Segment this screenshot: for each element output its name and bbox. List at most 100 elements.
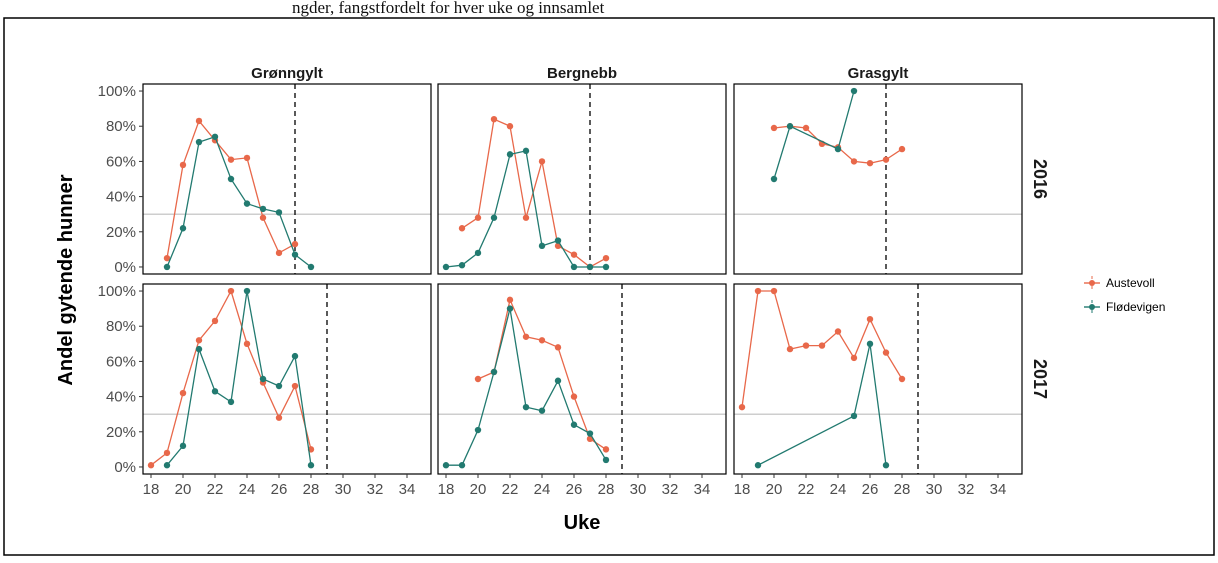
data-point-flødevigen <box>554 237 562 244</box>
data-point-flødevigen <box>291 251 299 258</box>
panels-layer: 0% 20% 40% 60% 80% 100% Grønngylt Bergnebb Grasg… <box>98 65 1050 498</box>
x-tick-label: 22 <box>798 481 815 498</box>
x-tick-label: 32 <box>958 481 975 498</box>
data-point-austevoll <box>474 375 482 383</box>
data-point-flødevigen <box>490 368 498 376</box>
x-tick-label: 30 <box>630 481 647 498</box>
y-tick-label: 60% <box>106 353 136 370</box>
data-point-flødevigen <box>754 462 762 469</box>
panel-background <box>143 284 431 474</box>
data-point-flødevigen <box>243 287 251 295</box>
x-tick-label: 34 <box>399 481 416 498</box>
data-point-austevoll <box>522 333 530 340</box>
data-point-flødevigen <box>506 305 514 312</box>
y-tick-label: 80% <box>106 118 136 135</box>
x-tick-label: 26 <box>862 481 879 498</box>
data-point-flødevigen <box>179 225 187 232</box>
data-point-austevoll <box>163 449 171 457</box>
legend-entry-flødevigen: Flødevigen <box>1084 300 1165 314</box>
data-point-austevoll <box>291 382 299 390</box>
data-point-flødevigen <box>275 209 283 216</box>
data-point-flødevigen <box>474 249 482 257</box>
facet-row-label: 2016 <box>1030 159 1050 199</box>
x-tick-label: 22 <box>502 481 519 498</box>
data-point-flødevigen <box>866 340 874 348</box>
facet-column-label: Bergnebb <box>547 65 617 82</box>
legend-entry-austevoll: Austevoll <box>1084 276 1155 290</box>
panel-border <box>733 83 1023 275</box>
x-tick-label: 30 <box>926 481 943 498</box>
data-point-flødevigen <box>243 200 251 207</box>
x-tick-label: 20 <box>175 481 192 498</box>
data-point-austevoll <box>538 158 546 165</box>
data-point-austevoll <box>818 342 826 349</box>
data-point-flødevigen <box>259 205 267 213</box>
x-tick-label: 24 <box>239 481 256 498</box>
data-point-flødevigen <box>458 462 466 469</box>
data-point-austevoll <box>227 287 235 295</box>
panel-grønngylt-2016: 0% 20% 40% 60% 80% 100% Grønngylt <box>98 65 432 276</box>
y-tick-label: 40% <box>106 189 136 206</box>
data-point-flødevigen <box>442 462 450 469</box>
x-tick-label: 32 <box>662 481 679 498</box>
data-point-flødevigen <box>570 421 578 428</box>
series-line-austevoll <box>461 118 607 268</box>
data-point-flødevigen <box>834 145 842 153</box>
caption-fragment: ngder, fangstfordelt for hver uke og inn… <box>292 0 605 17</box>
y-tick-label: 100% <box>98 283 136 300</box>
data-point-austevoll <box>538 337 546 344</box>
data-point-austevoll <box>770 287 778 295</box>
panel-grasgylt-2016: Grasgylt 2016 <box>733 65 1050 275</box>
series-line-flødevigen <box>773 90 855 180</box>
panel-background <box>734 84 1022 274</box>
panel-bergnebb-2016: Bergnebb <box>437 65 727 275</box>
x-tick-label: 24 <box>830 481 847 498</box>
data-point-austevoll <box>147 462 155 469</box>
data-point-austevoll <box>898 145 906 153</box>
data-point-flødevigen <box>570 263 578 271</box>
y-tick-label: 60% <box>106 153 136 170</box>
data-point-austevoll <box>738 403 746 411</box>
data-point-flødevigen <box>538 242 546 250</box>
data-point-flødevigen <box>554 377 562 384</box>
data-point-austevoll <box>275 414 283 421</box>
data-point-austevoll <box>195 337 203 344</box>
data-point-flødevigen <box>211 133 219 140</box>
y-tick-label: 0% <box>114 459 136 476</box>
series-line-flødevigen <box>757 343 887 466</box>
data-point-austevoll <box>866 159 874 167</box>
data-point-flødevigen <box>474 426 482 434</box>
data-point-flødevigen <box>307 462 315 469</box>
data-point-flødevigen <box>850 412 858 420</box>
data-point-flødevigen <box>586 430 594 437</box>
x-tick-label: 18 <box>734 481 751 498</box>
data-point-austevoll <box>195 117 203 125</box>
data-point-austevoll <box>898 375 906 383</box>
series-line-flødevigen <box>166 135 312 268</box>
data-point-austevoll <box>570 393 578 400</box>
x-tick-label: 30 <box>335 481 352 498</box>
y-tick-label: 20% <box>106 424 136 441</box>
data-point-flødevigen <box>227 398 235 406</box>
data-point-austevoll <box>163 254 171 262</box>
data-point-austevoll <box>850 354 858 362</box>
panel-bergnebb-2017: 18 20 22 24 26 28 30 32 34 <box>437 283 727 498</box>
data-point-flødevigen <box>522 147 530 155</box>
data-point-austevoll <box>754 287 762 295</box>
data-point-flødevigen <box>163 462 171 469</box>
legend-point-key <box>1089 304 1095 310</box>
data-point-austevoll <box>490 115 498 123</box>
panel-background <box>143 84 431 274</box>
x-tick-label: 20 <box>766 481 783 498</box>
data-point-austevoll <box>506 296 514 304</box>
data-point-flødevigen <box>163 263 171 271</box>
panel-border <box>142 83 432 275</box>
data-point-flødevigen <box>882 462 890 469</box>
data-point-flødevigen <box>275 382 283 390</box>
panel-border <box>733 283 1023 475</box>
y-tick-label: 40% <box>106 389 136 406</box>
data-point-flødevigen <box>458 262 466 269</box>
data-point-austevoll <box>522 214 530 221</box>
data-point-flødevigen <box>227 175 235 183</box>
